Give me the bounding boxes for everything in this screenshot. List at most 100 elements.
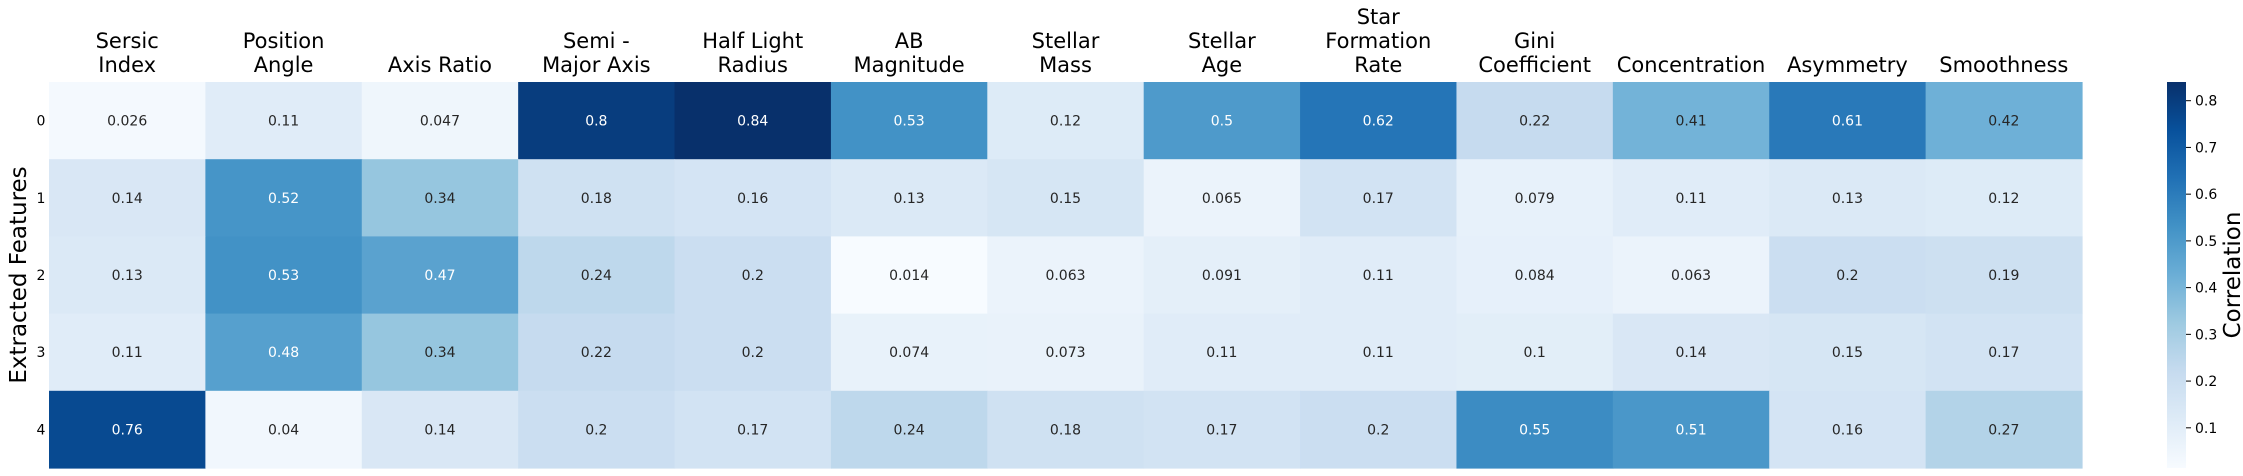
- heatmap-cell: [49, 159, 206, 237]
- heatmap-cell: [361, 159, 519, 237]
- heatmap-cell: [1925, 82, 2083, 160]
- row-labels: 0 1 2 3 4: [37, 114, 46, 439]
- heatmap-cell: [1456, 82, 1614, 160]
- cell-value-label: 0.17: [1363, 191, 1394, 207]
- cell-value-label: 0.04: [268, 422, 299, 438]
- cell-value-label: 0.091: [1202, 268, 1242, 284]
- heatmap-cell: [1769, 313, 1927, 392]
- heatmap-cell: [205, 313, 363, 392]
- column-label: Sersic Index: [96, 29, 159, 77]
- cell-value-label: 0.48: [268, 345, 299, 361]
- heatmap-cell: [987, 82, 1145, 160]
- cell-value-label: 0.11: [1363, 268, 1394, 284]
- column-label: Axis Ratio: [388, 53, 492, 77]
- heatmap-cell: [361, 82, 519, 160]
- cell-value-label: 0.063: [1045, 268, 1085, 284]
- row-label: 4: [37, 422, 46, 438]
- cell-value-label: 0.34: [424, 345, 455, 361]
- cell-value-label: 0.1: [1524, 345, 1546, 361]
- cell-value-label: 0.17: [737, 422, 768, 438]
- heatmap-cell: [361, 390, 519, 469]
- cell-value-label: 0.84: [737, 114, 768, 130]
- heatmap-cell: [205, 390, 363, 469]
- heatmap-cell: [674, 390, 832, 469]
- cell-value-label: 0.55: [1519, 422, 1550, 438]
- cell-value-label: 0.52: [268, 191, 299, 207]
- heatmap-cell: [1143, 390, 1301, 469]
- colorbar-tick-label: 0.6: [2195, 187, 2217, 203]
- column-label: Asymmetry: [1787, 53, 1908, 77]
- cell-value-label: 0.15: [1832, 345, 1863, 361]
- heatmap-cell: [830, 82, 988, 160]
- column-label: Concentration: [1617, 53, 1766, 77]
- heatmap-cell: [49, 236, 206, 315]
- heatmap-cell: [830, 236, 988, 315]
- heatmap-cell: [987, 390, 1145, 469]
- cell-value-label: 0.24: [894, 422, 925, 438]
- column-label: Stellar Mass: [1032, 29, 1100, 77]
- row-label: 3: [37, 345, 46, 361]
- cell-value-label: 0.084: [1515, 268, 1555, 284]
- heatmap-cell: [1612, 313, 1770, 392]
- heatmap-cell: [674, 82, 832, 160]
- heatmap-cell: [674, 159, 832, 237]
- column-label: Star Formation Rate: [1325, 5, 1431, 77]
- heatmap-cell: [49, 82, 206, 160]
- column-label: Smoothness: [1939, 53, 2068, 77]
- cell-value-label: 0.14: [112, 191, 143, 207]
- heatmap-cell: [1456, 390, 1614, 469]
- cell-value-label: 0.2: [742, 268, 764, 284]
- column-label: Position Angle: [243, 29, 325, 77]
- colorbar-tick-label: 0.4: [2195, 281, 2217, 297]
- heatmap-cell: [1456, 313, 1614, 392]
- heatmap-cell: [1612, 390, 1770, 469]
- cell-value-label: 0.11: [1363, 345, 1394, 361]
- heatmap-cell: [518, 159, 676, 237]
- cell-value-label: 0.15: [1050, 191, 1081, 207]
- heatmap-cell: [1456, 236, 1614, 315]
- heatmap-cell: [674, 236, 832, 315]
- heatmap-cell: [674, 313, 832, 392]
- colorbar-tick-label: 0.7: [2195, 140, 2217, 156]
- heatmap-cell: [518, 313, 676, 392]
- cell-value-label: 0.063: [1671, 268, 1711, 284]
- heatmap-cell: [830, 390, 988, 469]
- colorbar-label: Correlation: [2220, 212, 2243, 339]
- cell-value-label: 0.2: [742, 345, 764, 361]
- heatmap-cell: [1300, 313, 1458, 392]
- cell-value-label: 0.27: [1988, 422, 2019, 438]
- colorbar-tick-label: 0.2: [2195, 374, 2217, 390]
- cell-value-label: 0.53: [268, 268, 299, 284]
- heatmap-cell: [361, 236, 519, 315]
- heatmap-cell: [1456, 159, 1614, 237]
- heatmap-cell: [830, 313, 988, 392]
- cell-value-label: 0.073: [1045, 345, 1085, 361]
- y-axis-label: Extracted Features: [6, 166, 32, 383]
- heatmap-cell: [205, 236, 363, 315]
- cell-value-label: 0.22: [581, 345, 612, 361]
- cell-value-label: 0.16: [1832, 422, 1863, 438]
- heatmap-cell: [1143, 236, 1301, 315]
- cell-value-label: 0.11: [1675, 191, 1706, 207]
- cell-value-label: 0.18: [581, 191, 612, 207]
- cell-value-label: 0.22: [1519, 114, 1550, 130]
- heatmap-cell: [830, 159, 988, 237]
- heatmap-cell: [1925, 236, 2083, 315]
- cell-value-label: 0.2: [1836, 268, 1858, 284]
- cell-value-label: 0.24: [581, 268, 612, 284]
- cell-value-label: 0.12: [1988, 191, 2019, 207]
- column-label: AB Magnitude: [853, 29, 964, 77]
- cell-value-label: 0.17: [1988, 345, 2019, 361]
- cell-value-label: 0.13: [112, 268, 143, 284]
- heatmap-cell: [1612, 82, 1770, 160]
- colorbar: [2167, 82, 2186, 468]
- cell-value-label: 0.76: [112, 422, 143, 438]
- cell-value-label: 0.34: [424, 191, 455, 207]
- heatmap-cells: 0.026 0.11 0.047 0.8 0.84 0.53 0.12 0.5 0.62 0.22…: [49, 82, 2083, 469]
- heatmap-cell: [49, 390, 206, 469]
- cell-value-label: 0.12: [1050, 114, 1081, 130]
- heatmap-cell: [518, 236, 676, 315]
- column-label: Stellar Age: [1188, 29, 1256, 77]
- heatmap-cell: [205, 159, 363, 237]
